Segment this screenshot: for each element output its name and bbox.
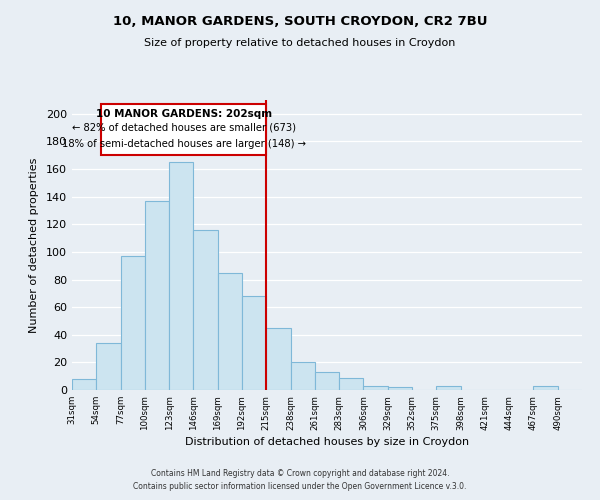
Text: ← 82% of detached houses are smaller (673): ← 82% of detached houses are smaller (67… [72,122,296,132]
Text: 10, MANOR GARDENS, SOUTH CROYDON, CR2 7BU: 10, MANOR GARDENS, SOUTH CROYDON, CR2 7B… [113,15,487,28]
Bar [388,387,412,390]
Bar [290,362,315,390]
Bar [96,343,121,390]
X-axis label: Distribution of detached houses by size in Croydon: Distribution of detached houses by size … [185,436,469,446]
Bar [193,230,218,390]
Bar [339,378,364,390]
Bar [242,296,266,390]
Bar [218,272,242,390]
Text: Contains HM Land Registry data © Crown copyright and database right 2024.: Contains HM Land Registry data © Crown c… [151,468,449,477]
Text: 18% of semi-detached houses are larger (148) →: 18% of semi-detached houses are larger (… [62,138,306,148]
Bar [169,162,193,390]
Bar [101,104,266,155]
Bar [364,386,388,390]
Text: Size of property relative to detached houses in Croydon: Size of property relative to detached ho… [145,38,455,48]
Text: 10 MANOR GARDENS: 202sqm: 10 MANOR GARDENS: 202sqm [95,109,272,119]
Y-axis label: Number of detached properties: Number of detached properties [29,158,39,332]
Bar [315,372,339,390]
Bar [145,201,169,390]
Bar [436,386,461,390]
Text: Contains public sector information licensed under the Open Government Licence v.: Contains public sector information licen… [133,482,467,491]
Bar [266,328,290,390]
Bar [533,386,558,390]
Bar [121,256,145,390]
Bar [72,379,96,390]
